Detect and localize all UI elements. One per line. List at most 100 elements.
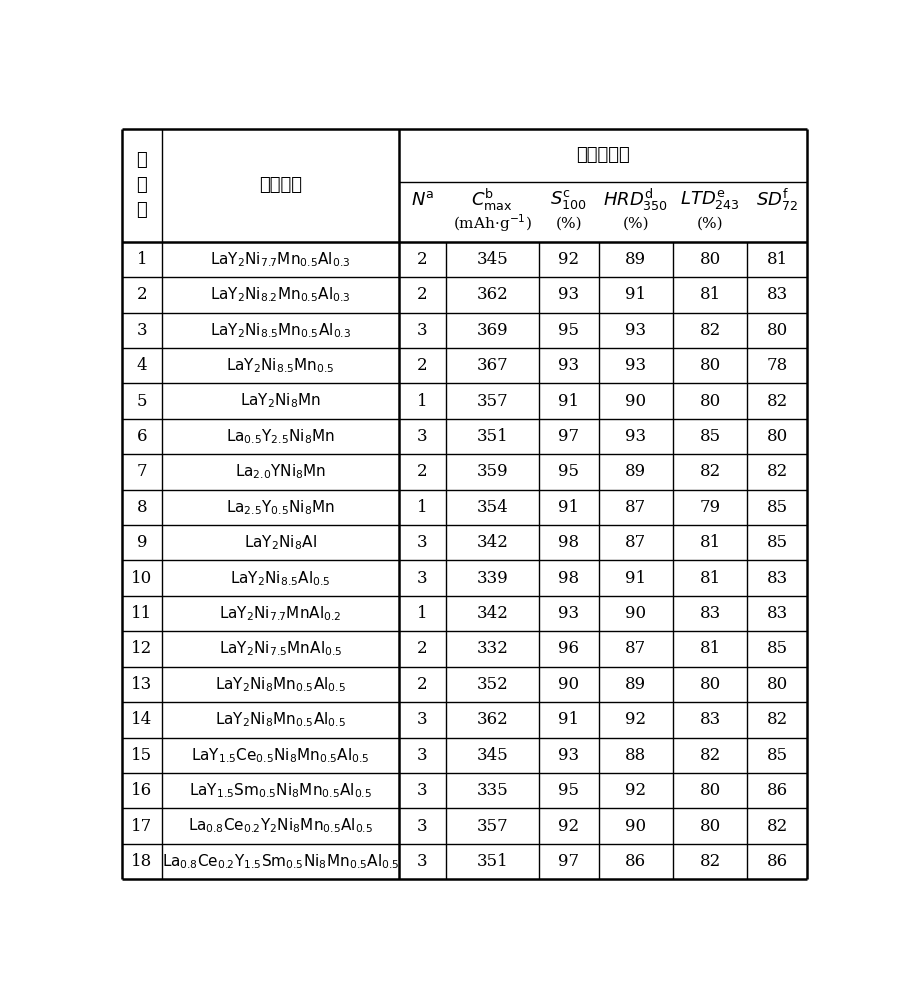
Text: 3: 3 <box>416 853 427 870</box>
Text: $\rm LaY_2Ni_8Al$: $\rm LaY_2Ni_8Al$ <box>244 533 316 552</box>
Text: $\rm LaY_2Ni_8Mn_{0.5}Al_{0.5}$: $\rm LaY_2Ni_8Mn_{0.5}Al_{0.5}$ <box>215 710 346 729</box>
Text: 80: 80 <box>766 676 787 693</box>
Text: 实
施
例: 实 施 例 <box>136 151 147 219</box>
Text: $\rm LaY_2Ni_{8.2}Mn_{0.5}Al_{0.3}$: $\rm LaY_2Ni_{8.2}Mn_{0.5}Al_{0.3}$ <box>209 285 350 304</box>
Text: 85: 85 <box>766 640 787 657</box>
Text: 86: 86 <box>766 853 787 870</box>
Text: (%): (%) <box>696 217 722 231</box>
Text: 82: 82 <box>699 747 720 764</box>
Text: 367: 367 <box>476 357 507 374</box>
Text: 3: 3 <box>416 747 427 764</box>
Text: 3: 3 <box>416 570 427 587</box>
Text: 82: 82 <box>766 393 787 410</box>
Text: 3: 3 <box>416 322 427 339</box>
Text: 89: 89 <box>625 251 646 268</box>
Text: 354: 354 <box>476 499 507 516</box>
Text: (%): (%) <box>622 217 648 231</box>
Text: 81: 81 <box>699 534 720 551</box>
Text: 85: 85 <box>699 428 720 445</box>
Text: 98: 98 <box>557 570 579 587</box>
Text: 97: 97 <box>557 428 579 445</box>
Text: 335: 335 <box>476 782 507 799</box>
Text: 92: 92 <box>625 782 646 799</box>
Text: 83: 83 <box>766 570 787 587</box>
Text: $\rm La_{0.8}Ce_{0.2}Y_2Ni_8Mn_{0.5}Al_{0.5}$: $\rm La_{0.8}Ce_{0.2}Y_2Ni_8Mn_{0.5}Al_{… <box>188 817 373 835</box>
Text: $\rm LaY_2Ni_{8.5}Mn_{0.5}Al_{0.3}$: $\rm LaY_2Ni_{8.5}Mn_{0.5}Al_{0.3}$ <box>209 321 350 340</box>
Text: 3: 3 <box>136 322 147 339</box>
Text: 3: 3 <box>416 428 427 445</box>
Text: 2: 2 <box>416 640 427 657</box>
Text: 86: 86 <box>625 853 646 870</box>
Text: 6: 6 <box>136 428 147 445</box>
Text: 2: 2 <box>416 676 427 693</box>
Text: 90: 90 <box>625 605 646 622</box>
Text: 14: 14 <box>131 711 153 728</box>
Text: $\mathit{HRD}^{\mathrm{d}}_{\mathrm{350}}$: $\mathit{HRD}^{\mathrm{d}}_{\mathrm{350}… <box>602 187 667 213</box>
Text: 342: 342 <box>476 605 507 622</box>
Text: 90: 90 <box>625 393 646 410</box>
Text: 2: 2 <box>416 357 427 374</box>
Text: $\rm LaY_2Ni_{7.7}Mn_{0.5}Al_{0.3}$: $\rm LaY_2Ni_{7.7}Mn_{0.5}Al_{0.3}$ <box>210 250 350 269</box>
Text: 91: 91 <box>557 711 579 728</box>
Text: 16: 16 <box>131 782 153 799</box>
Text: 2: 2 <box>136 286 147 303</box>
Text: 345: 345 <box>476 747 507 764</box>
Text: 92: 92 <box>557 251 579 268</box>
Text: 10: 10 <box>131 570 153 587</box>
Text: 79: 79 <box>699 499 720 516</box>
Text: 345: 345 <box>476 251 507 268</box>
Text: 89: 89 <box>625 463 646 480</box>
Text: 92: 92 <box>625 711 646 728</box>
Text: 86: 86 <box>766 782 787 799</box>
Text: $\rm LaY_2Ni_{7.5}MnAl_{0.5}$: $\rm LaY_2Ni_{7.5}MnAl_{0.5}$ <box>219 640 341 658</box>
Text: $\rm La_{2.5}Y_{0.5}Ni_8Mn$: $\rm La_{2.5}Y_{0.5}Ni_8Mn$ <box>226 498 334 517</box>
Text: 85: 85 <box>766 747 787 764</box>
Text: 1: 1 <box>136 251 147 268</box>
Text: 2: 2 <box>416 463 427 480</box>
Text: $\rm LaY_2Ni_{8.5}Mn_{0.5}$: $\rm LaY_2Ni_{8.5}Mn_{0.5}$ <box>226 356 334 375</box>
Text: 电化学性能: 电化学性能 <box>576 146 629 164</box>
Text: 2: 2 <box>416 251 427 268</box>
Text: $\rm LaY_{1.5}Ce_{0.5}Ni_8Mn_{0.5}Al_{0.5}$: $\rm LaY_{1.5}Ce_{0.5}Ni_8Mn_{0.5}Al_{0.… <box>191 746 369 765</box>
Text: 93: 93 <box>557 286 579 303</box>
Text: 83: 83 <box>766 286 787 303</box>
Text: 89: 89 <box>625 676 646 693</box>
Text: 90: 90 <box>557 676 579 693</box>
Text: 93: 93 <box>625 357 646 374</box>
Text: 80: 80 <box>699 393 720 410</box>
Text: 91: 91 <box>557 499 579 516</box>
Text: 87: 87 <box>625 499 646 516</box>
Text: 4: 4 <box>136 357 147 374</box>
Text: 11: 11 <box>131 605 153 622</box>
Text: 9: 9 <box>136 534 147 551</box>
Text: 82: 82 <box>766 711 787 728</box>
Text: 95: 95 <box>557 322 579 339</box>
Text: 95: 95 <box>557 463 579 480</box>
Text: 82: 82 <box>699 322 720 339</box>
Text: 80: 80 <box>699 357 720 374</box>
Text: 351: 351 <box>476 428 507 445</box>
Text: $\rm La_{0.8}Ce_{0.2}Y_{1.5}Sm_{0.5}Ni_8Mn_{0.5}Al_{0.5}$: $\rm La_{0.8}Ce_{0.2}Y_{1.5}Sm_{0.5}Ni_8… <box>162 852 398 871</box>
Text: $\mathit{C}^{\mathrm{b}}_{\mathrm{max}}$: $\mathit{C}^{\mathrm{b}}_{\mathrm{max}}$ <box>470 187 513 213</box>
Text: 83: 83 <box>766 605 787 622</box>
Text: 351: 351 <box>476 853 507 870</box>
Text: 93: 93 <box>625 322 646 339</box>
Text: 91: 91 <box>625 570 646 587</box>
Text: 93: 93 <box>557 605 579 622</box>
Text: 352: 352 <box>476 676 507 693</box>
Text: 82: 82 <box>699 463 720 480</box>
Text: 85: 85 <box>766 534 787 551</box>
Text: 81: 81 <box>699 286 720 303</box>
Text: 12: 12 <box>131 640 153 657</box>
Text: 96: 96 <box>557 640 579 657</box>
Text: 17: 17 <box>131 818 153 835</box>
Text: 339: 339 <box>476 570 507 587</box>
Text: $\rm La_{2.0}YNi_8Mn$: $\rm La_{2.0}YNi_8Mn$ <box>235 463 326 481</box>
Text: 91: 91 <box>625 286 646 303</box>
Text: 80: 80 <box>766 428 787 445</box>
Text: 98: 98 <box>557 534 579 551</box>
Text: 3: 3 <box>416 711 427 728</box>
Text: $\rm La_{0.5}Y_{2.5}Ni_8Mn$: $\rm La_{0.5}Y_{2.5}Ni_8Mn$ <box>226 427 334 446</box>
Text: $\rm LaY_{1.5}Sm_{0.5}Ni_8Mn_{0.5}Al_{0.5}$: $\rm LaY_{1.5}Sm_{0.5}Ni_8Mn_{0.5}Al_{0.… <box>189 781 371 800</box>
Text: $\mathit{SD}^{\mathrm{f}}_{\mathrm{72}}$: $\mathit{SD}^{\mathrm{f}}_{\mathrm{72}}$ <box>756 187 797 213</box>
